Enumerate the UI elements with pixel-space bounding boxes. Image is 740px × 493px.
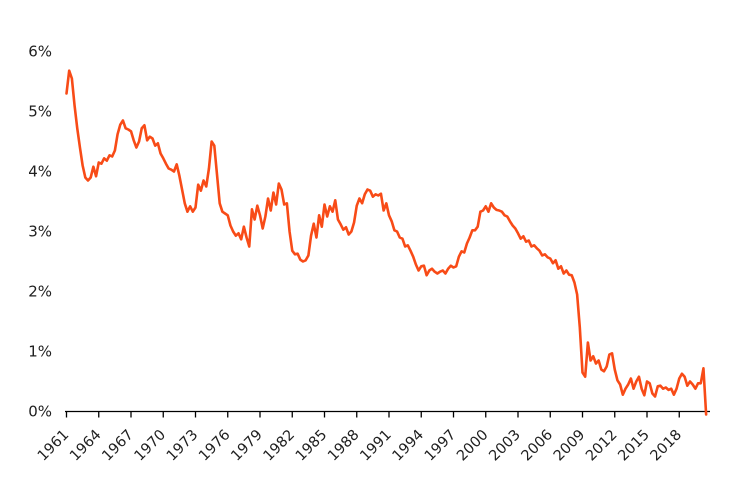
x-axis-tick-label: 1994 [390, 427, 427, 464]
y-axis-tick-label: 2% [28, 283, 52, 301]
x-axis-tick-label: 1982 [261, 427, 298, 464]
x-axis-tick-label: 2018 [648, 427, 685, 464]
x-axis-tick-label: 2009 [551, 427, 588, 464]
data-line-rate [65, 69, 708, 416]
y-axis-tick-label: 6% [28, 43, 52, 61]
y-axis-tick-label: 3% [28, 223, 52, 241]
x-axis-tick-label: 1997 [422, 427, 459, 464]
x-axis-tick-label: 1970 [132, 427, 169, 464]
x-axis-tick-label: 1991 [357, 427, 394, 464]
y-axis-tick-label: 5% [28, 103, 52, 121]
y-axis-tick-label: 0% [28, 403, 52, 421]
x-axis-tick-label: 1961 [35, 427, 72, 464]
x-axis-tick-label: 1967 [99, 427, 136, 464]
x-axis-tick-label: 1985 [293, 427, 330, 464]
x-axis-tick-label: 1979 [228, 427, 265, 464]
x-axis-tick-label: 2015 [615, 427, 652, 464]
x-axis-tick-label: 1964 [67, 427, 104, 464]
x-axis-tick-label: 2003 [486, 427, 523, 464]
y-axis-tick-label: 4% [28, 163, 52, 181]
x-axis-tick-label: 1988 [325, 427, 362, 464]
x-axis-tick-label: 2006 [519, 427, 556, 464]
x-axis-tick-label: 1973 [164, 427, 201, 464]
x-axis-tick-label: 1976 [196, 427, 233, 464]
x-axis-tick-label: 2012 [583, 427, 620, 464]
y-axis-tick-label: 1% [28, 343, 52, 361]
x-axis-tick-label: 2000 [454, 427, 491, 464]
